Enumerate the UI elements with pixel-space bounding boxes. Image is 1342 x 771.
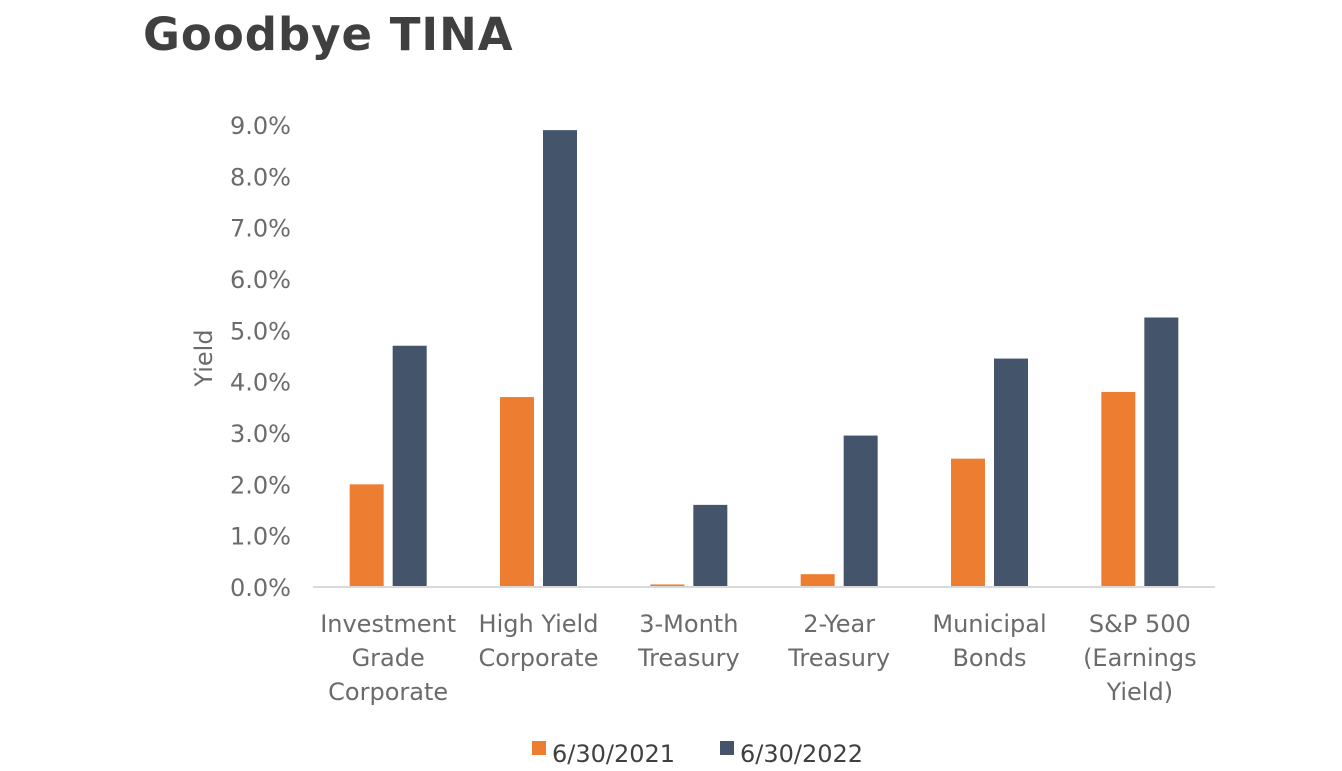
y-tick-label: 3.0% [230, 420, 291, 448]
legend-label: 6/30/2021 [552, 740, 675, 768]
y-tick-label: 8.0% [230, 163, 291, 191]
x-axis-categories: Investment Grade Corporate High Yield Corpor… [320, 610, 1196, 706]
y-axis-ticks: 0.0% 1.0% 2.0% 3.0% 4.0% 5.0% 6.0% 7.0% 8.0% 9.0% [230, 112, 291, 602]
category-label: 2-Year [803, 610, 875, 638]
category-label: High Yield [479, 610, 599, 638]
y-tick-label: 6.0% [230, 266, 291, 294]
y-tick-label: 4.0% [230, 369, 291, 397]
bar-2022 [1144, 317, 1179, 587]
category-label: Investment [320, 610, 456, 638]
bars [349, 130, 1179, 587]
category-label: Treasury [787, 644, 890, 672]
legend-label: 6/30/2022 [740, 740, 863, 768]
y-tick-label: 9.0% [230, 112, 291, 140]
category-label: Grade [352, 644, 425, 672]
category-label: Municipal [932, 610, 1046, 638]
y-tick-label: 1.0% [230, 523, 291, 551]
category-label: Treasury [637, 644, 740, 672]
y-tick-label: 2.0% [230, 471, 291, 499]
bar-2022 [994, 358, 1028, 587]
category-label: S&P 500 [1089, 610, 1191, 638]
page-title: Goodbye TINA [143, 8, 514, 61]
bar-2021 [1101, 391, 1136, 587]
bar-2022 [392, 345, 427, 587]
category-label: Yield) [1106, 678, 1174, 706]
legend-swatch [532, 741, 546, 755]
bar-2022 [843, 435, 878, 587]
bar-2022 [543, 130, 577, 587]
y-tick-label: 0.0% [230, 574, 291, 602]
bar-2021 [951, 458, 985, 587]
legend: 6/30/2021 6/30/2022 [532, 740, 863, 768]
category-label: Bonds [952, 644, 1026, 672]
category-label: (Earnings [1083, 644, 1197, 672]
bar-2021 [349, 484, 384, 587]
category-label: 3-Month [639, 610, 738, 638]
y-tick-label: 5.0% [230, 317, 291, 345]
y-axis-label: Yield [190, 329, 218, 387]
y-tick-label: 7.0% [230, 215, 291, 243]
category-label: Corporate [479, 644, 599, 672]
bar-2022 [693, 504, 728, 587]
bar-2021 [800, 574, 835, 587]
bar-2021 [500, 397, 534, 587]
category-label: Corporate [328, 678, 448, 706]
legend-swatch [720, 741, 734, 755]
bar-2021 [650, 584, 685, 587]
